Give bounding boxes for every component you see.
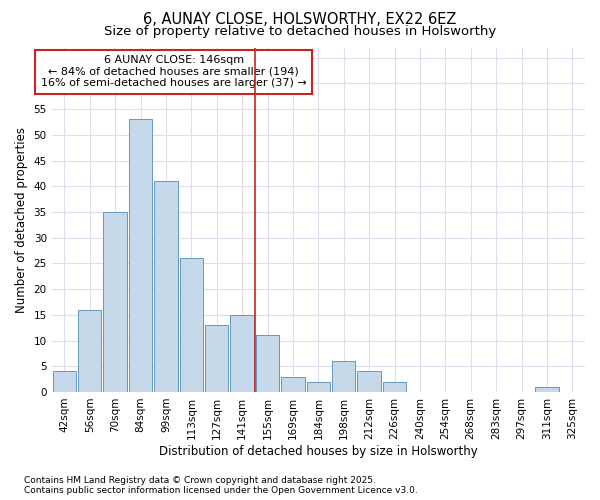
Bar (383, 382, 406, 392)
Bar (332, 361, 355, 392)
Bar (129, 120, 152, 392)
Bar (103, 212, 127, 392)
Text: 6, AUNAY CLOSE, HOLSWORTHY, EX22 6EZ: 6, AUNAY CLOSE, HOLSWORTHY, EX22 6EZ (143, 12, 457, 28)
Bar (535, 387, 559, 392)
Text: Contains public sector information licensed under the Open Government Licence v3: Contains public sector information licen… (24, 486, 418, 495)
Text: Size of property relative to detached houses in Holsworthy: Size of property relative to detached ho… (104, 25, 496, 38)
Bar (307, 382, 330, 392)
Bar (205, 325, 229, 392)
Bar (256, 336, 279, 392)
Bar (358, 372, 381, 392)
Bar (281, 376, 305, 392)
Y-axis label: Number of detached properties: Number of detached properties (15, 126, 28, 312)
Text: 6 AUNAY CLOSE: 146sqm
← 84% of detached houses are smaller (194)
16% of semi-det: 6 AUNAY CLOSE: 146sqm ← 84% of detached … (41, 55, 307, 88)
Bar (179, 258, 203, 392)
Text: Contains HM Land Registry data © Crown copyright and database right 2025.: Contains HM Land Registry data © Crown c… (24, 476, 376, 485)
Bar (78, 310, 101, 392)
Bar (53, 372, 76, 392)
Bar (154, 181, 178, 392)
Bar (230, 315, 254, 392)
X-axis label: Distribution of detached houses by size in Holsworthy: Distribution of detached houses by size … (159, 444, 478, 458)
